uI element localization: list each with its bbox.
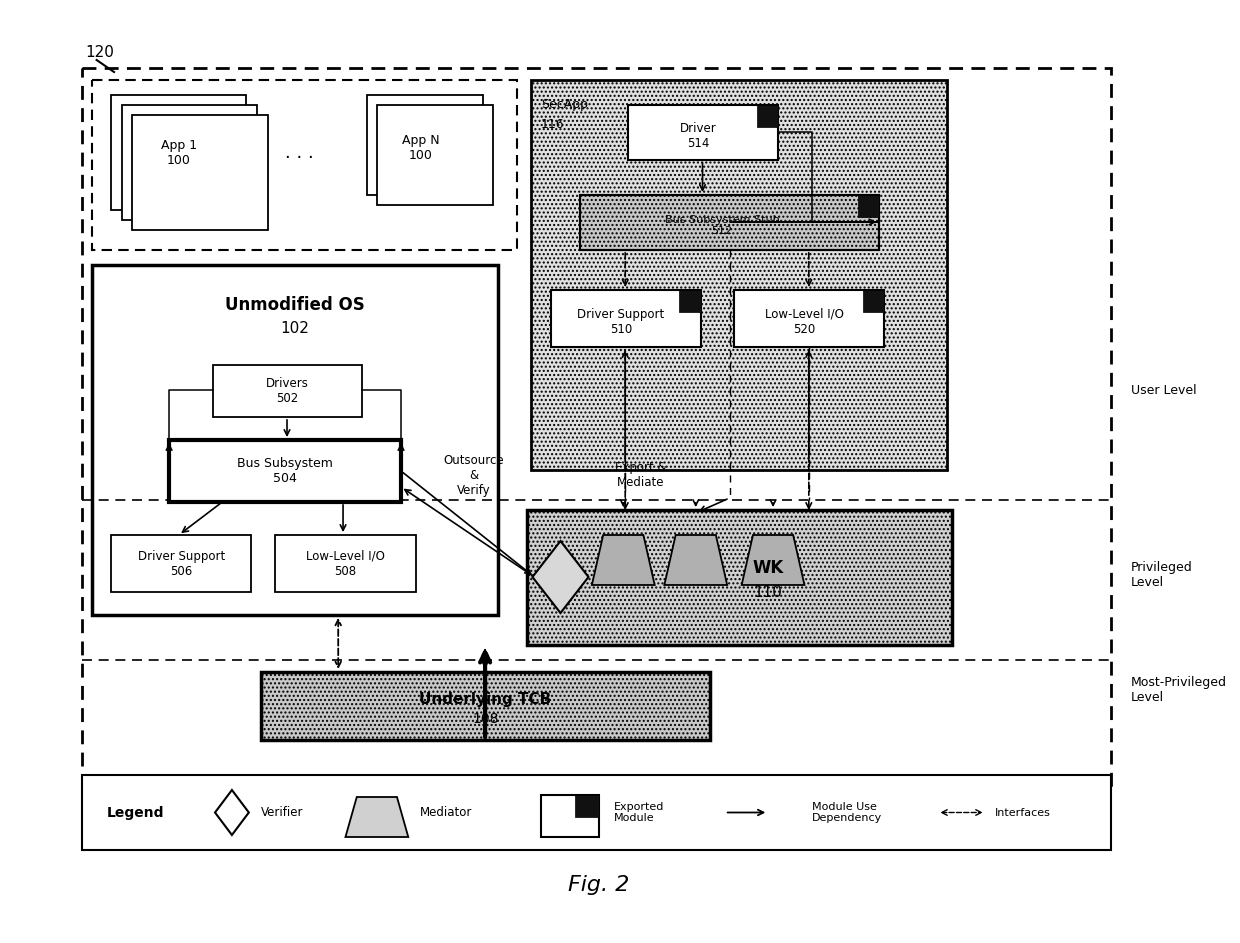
Text: SecApp: SecApp <box>541 98 588 111</box>
Polygon shape <box>591 535 655 585</box>
Text: 120: 120 <box>86 44 114 59</box>
Text: Export &
Mediate: Export & Mediate <box>615 461 666 489</box>
Text: Underlying TCB: Underlying TCB <box>419 691 552 706</box>
Text: Fig. 2: Fig. 2 <box>568 875 630 895</box>
Text: Exported
Module: Exported Module <box>614 802 663 823</box>
Bar <box>112 95 247 210</box>
Text: Drivers
502: Drivers 502 <box>267 377 309 405</box>
Bar <box>212 365 362 417</box>
Bar <box>734 290 884 347</box>
Bar <box>122 105 257 220</box>
Polygon shape <box>346 797 408 837</box>
Text: Low-Level I/O
508: Low-Level I/O 508 <box>306 550 384 577</box>
Polygon shape <box>215 790 249 835</box>
Text: Privileged
Level: Privileged Level <box>1131 561 1193 589</box>
Bar <box>92 80 517 250</box>
Text: Interfaces: Interfaces <box>996 807 1052 818</box>
Bar <box>169 440 401 502</box>
Text: Verifier: Verifier <box>260 806 304 819</box>
Bar <box>275 535 415 592</box>
Text: Bus Subsystem Stub
512: Bus Subsystem Stub 512 <box>665 215 779 237</box>
Bar <box>680 290 701 312</box>
Bar <box>82 775 1111 850</box>
Bar <box>82 68 1111 500</box>
Polygon shape <box>665 535 727 585</box>
Bar <box>112 535 252 592</box>
Bar <box>858 195 879 217</box>
Text: 110: 110 <box>754 585 782 600</box>
Text: Low-Level I/O
520: Low-Level I/O 520 <box>765 307 844 336</box>
Text: 102: 102 <box>280 321 309 336</box>
Text: Bus Subsystem
504: Bus Subsystem 504 <box>237 457 334 485</box>
Bar <box>532 80 947 470</box>
Text: User Level: User Level <box>1131 384 1197 396</box>
Text: 108: 108 <box>472 712 498 726</box>
Text: Driver
514: Driver 514 <box>680 122 717 150</box>
Bar <box>575 795 599 817</box>
Bar <box>629 105 777 160</box>
Text: Driver Support
506: Driver Support 506 <box>138 550 224 577</box>
Bar <box>580 195 879 250</box>
Bar <box>527 510 952 645</box>
Bar <box>92 265 497 615</box>
Text: Mediator: Mediator <box>420 806 472 819</box>
Polygon shape <box>742 535 805 585</box>
Bar <box>82 68 1111 788</box>
Polygon shape <box>532 541 589 613</box>
Bar <box>863 290 884 312</box>
Bar <box>541 795 599 837</box>
Text: Unmodified OS: Unmodified OS <box>224 296 365 314</box>
Bar <box>377 105 492 205</box>
Text: Outsource
&
Verify: Outsource & Verify <box>443 454 503 497</box>
Text: App 1
100: App 1 100 <box>161 139 197 167</box>
Bar <box>367 95 484 195</box>
Bar <box>756 105 777 127</box>
Text: WK: WK <box>753 558 784 576</box>
Text: 116: 116 <box>541 118 564 131</box>
Text: . . .: . . . <box>285 144 314 162</box>
Bar <box>580 195 879 250</box>
Text: Driver Support
510: Driver Support 510 <box>578 307 665 336</box>
Text: Module Use
Dependency: Module Use Dependency <box>812 802 882 823</box>
Text: Most-Privileged
Level: Most-Privileged Level <box>1131 676 1226 704</box>
Bar <box>133 115 268 230</box>
Text: App N
100: App N 100 <box>402 134 439 162</box>
Bar <box>260 672 711 740</box>
Text: Legend: Legend <box>107 805 164 819</box>
Bar <box>551 290 701 347</box>
